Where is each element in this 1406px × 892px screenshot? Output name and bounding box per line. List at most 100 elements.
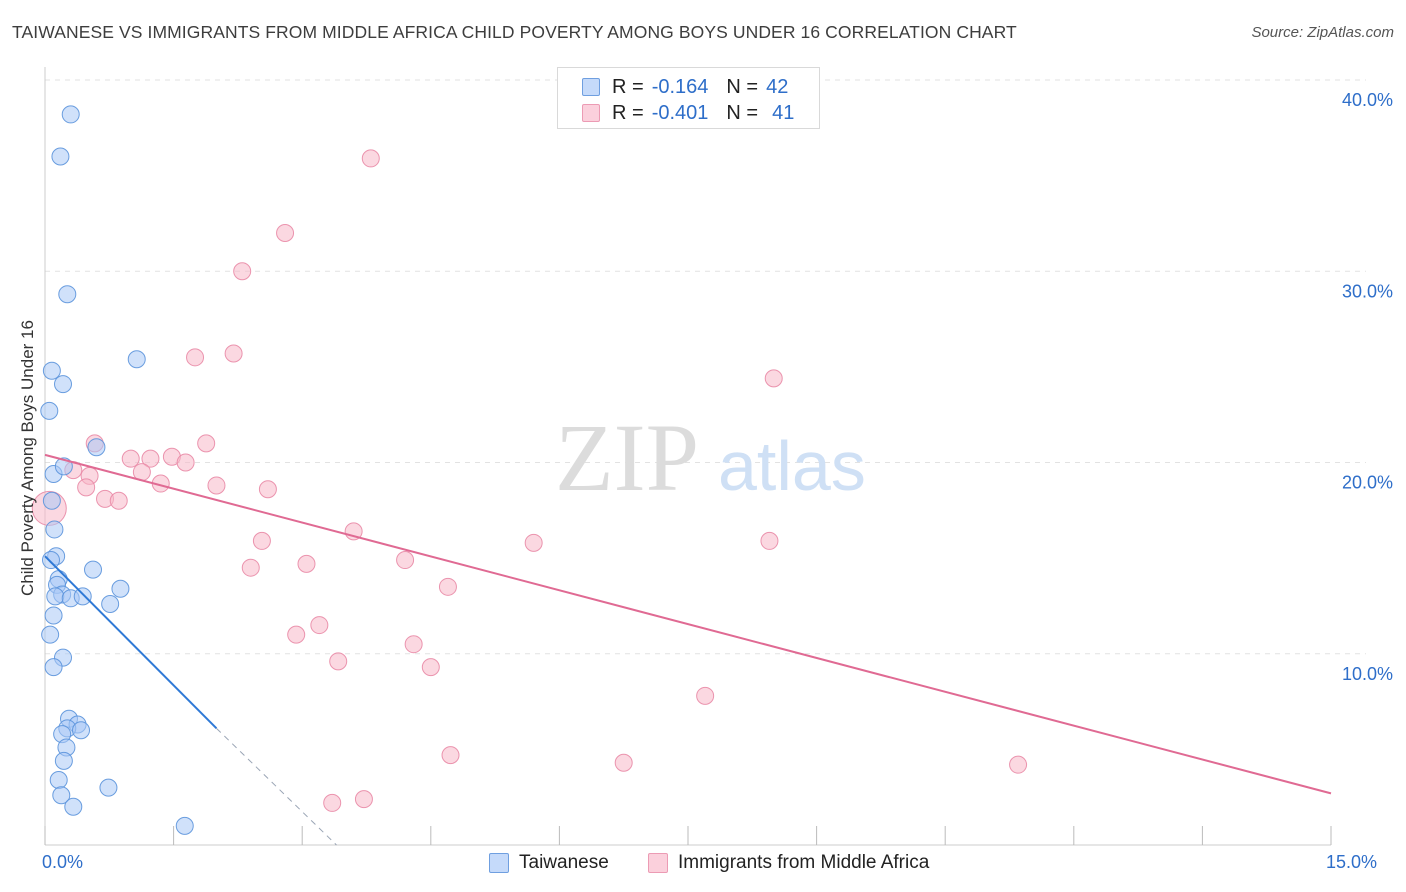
middle-africa-point <box>1009 755 1028 774</box>
middle-africa-point <box>233 262 252 281</box>
legend-swatch-pink <box>648 853 668 873</box>
taiwanese-trend-extension <box>216 727 337 846</box>
taiwanese-point <box>84 560 103 579</box>
middle-africa-point <box>297 554 316 573</box>
taiwanese-point <box>42 551 61 570</box>
legend-swatch-blue <box>489 853 509 873</box>
middle-africa-point <box>524 533 543 552</box>
middle-africa-point <box>404 635 423 654</box>
y-tick-label: 20.0% <box>1342 473 1393 493</box>
middle-africa-point <box>258 480 277 499</box>
taiwanese-point <box>44 606 63 625</box>
middle-africa-point <box>141 449 160 468</box>
taiwanese-point <box>54 751 73 770</box>
middle-africa-point <box>241 558 260 577</box>
taiwanese-point <box>42 491 61 510</box>
taiwanese-point <box>49 770 68 789</box>
taiwanese-point <box>52 786 71 805</box>
middle-africa-point <box>109 491 128 510</box>
taiwanese-point <box>45 520 64 539</box>
middle-africa-point <box>696 686 715 705</box>
legend-label-taiwanese: Taiwanese <box>519 852 609 873</box>
middle-africa-point <box>396 551 415 570</box>
correlation-legend: R = -0.164 N = 42 R = -0.401 N = 41 <box>557 67 820 129</box>
middle-africa-point <box>614 753 633 772</box>
grid-lines <box>45 79 1366 655</box>
middle-africa-point <box>287 625 306 644</box>
legend-n-label: N = <box>726 75 759 98</box>
legend-n-value: 42 <box>766 75 789 98</box>
middle-africa-point <box>252 531 271 550</box>
watermark-atlas: atlas <box>718 427 866 505</box>
watermark: ZIP atlas <box>555 404 866 511</box>
middle-africa-point <box>310 616 329 635</box>
middle-africa-point <box>276 224 295 242</box>
taiwanese-point <box>64 797 83 816</box>
axes <box>44 67 1332 846</box>
legend-n-label: N = <box>726 101 759 124</box>
trend-lines <box>44 453 1332 846</box>
legend-r-label: R = <box>612 101 644 124</box>
taiwanese-point <box>41 625 60 644</box>
taiwanese-point <box>87 438 106 457</box>
y-axis-label: Child Poverty Among Boys Under 16 <box>18 320 37 596</box>
middle-africa-point <box>329 652 348 671</box>
watermark-zip: ZIP <box>555 404 699 511</box>
middle-africa-point <box>438 577 457 596</box>
taiwanese-point <box>44 658 63 677</box>
middle-africa-point <box>224 344 243 363</box>
middle-africa-point <box>760 531 779 550</box>
taiwanese-point <box>73 587 92 606</box>
taiwanese-point <box>58 285 77 304</box>
middle-africa-point <box>421 658 440 677</box>
middle-africa-trend-line <box>44 453 1332 795</box>
legend-item-taiwanese: Taiwanese <box>489 852 609 874</box>
taiwanese-point <box>72 721 91 740</box>
legend-row-taiwanese: R = -0.164 N = 42 <box>582 75 788 99</box>
legend-r-value: -0.401 <box>651 101 709 124</box>
middle-africa-point <box>186 348 205 367</box>
middle-africa-point <box>121 449 140 468</box>
taiwanese-point <box>51 147 70 166</box>
middle-africa-point <box>197 434 216 453</box>
legend-label-middle-africa: Immigrants from Middle Africa <box>678 852 930 873</box>
taiwanese-point <box>127 350 146 369</box>
middle-africa-point <box>354 790 373 809</box>
y-tick-label: 10.0% <box>1342 664 1393 684</box>
legend-swatch-blue <box>582 78 600 96</box>
source-label: Source: ZipAtlas.com <box>1251 24 1394 41</box>
middle-africa-point <box>176 453 195 472</box>
middle-africa-point <box>764 369 783 388</box>
taiwanese-point <box>54 375 73 394</box>
y-tick-labels: 10.0% 20.0% 30.0% 40.0% <box>1342 90 1393 684</box>
x-tick-label-min: 0.0% <box>42 852 84 872</box>
middle-africa-point <box>77 478 96 497</box>
chart-title: TAIWANESE VS IMMIGRANTS FROM MIDDLE AFRI… <box>12 22 1017 42</box>
middle-africa-point <box>441 746 460 765</box>
legend-row-middle-africa: R = -0.401 N = 41 <box>582 101 794 125</box>
middle-africa-point <box>323 793 342 812</box>
legend-n-value: 41 <box>772 101 795 124</box>
taiwanese-point <box>111 579 130 598</box>
taiwanese-point <box>99 778 118 797</box>
x-tick-label-max: 15.0% <box>1326 852 1378 872</box>
legend-item-middle-africa: Immigrants from Middle Africa <box>648 852 929 874</box>
taiwanese-point <box>54 457 73 476</box>
taiwanese-point <box>40 401 59 420</box>
middle-africa-point <box>207 476 226 495</box>
legend-r-value: -0.164 <box>651 75 709 98</box>
data-points <box>31 105 1028 835</box>
legend-r-label: R = <box>612 75 644 98</box>
legend-swatch-pink <box>582 104 600 122</box>
taiwanese-point <box>42 361 61 380</box>
taiwanese-point <box>61 105 80 124</box>
y-tick-label: 40.0% <box>1342 90 1393 110</box>
taiwanese-point <box>175 816 194 835</box>
series-legend: Taiwanese Immigrants from Middle Africa <box>0 852 1406 878</box>
middle-africa-point <box>361 149 380 168</box>
taiwanese-point <box>101 595 120 614</box>
y-tick-label: 30.0% <box>1342 281 1393 301</box>
taiwanese-point <box>46 587 65 606</box>
taiwanese-trend-line <box>44 555 218 730</box>
